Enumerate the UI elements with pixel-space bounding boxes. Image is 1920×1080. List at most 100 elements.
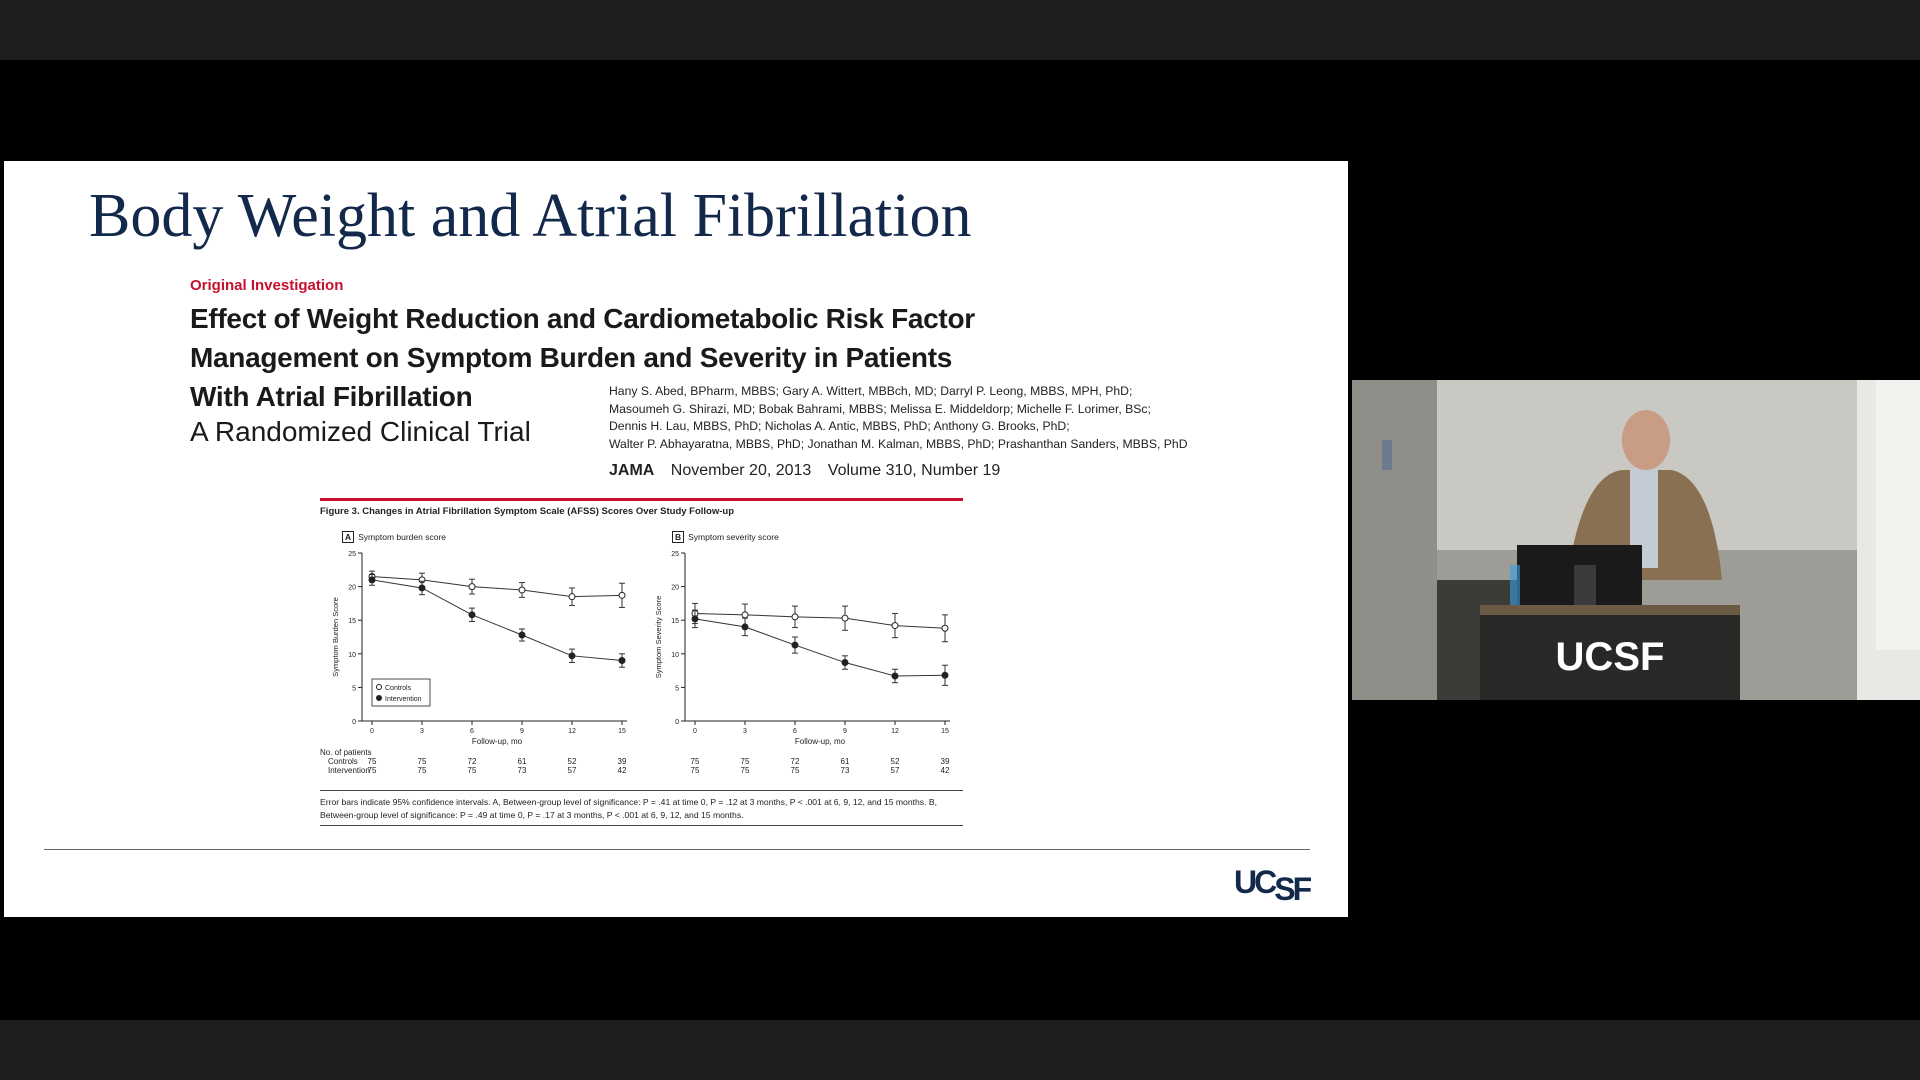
figure-top-rule [320, 498, 963, 501]
series-line-intervention [371, 579, 623, 662]
presentation-slide: Body Weight and Atrial Fibrillation Orig… [4, 161, 1348, 917]
patients-intervention-cell: 42 [940, 766, 950, 775]
panel-a-label: A Symptom burden score [342, 531, 446, 543]
patients-controls-cell: 39 [940, 757, 950, 766]
ucsf-logo-sf: SF [1274, 871, 1312, 907]
data-point-controls [568, 593, 576, 601]
patients-controls-cell: 75 [740, 757, 750, 766]
data-point-controls [791, 613, 799, 621]
y-tick-label: 15 [671, 618, 679, 625]
legend-marker [376, 684, 382, 690]
data-point-intervention [791, 641, 799, 649]
series-line-controls [371, 576, 623, 598]
x-tick-label: 6 [470, 728, 474, 735]
author-list: Hany S. Abed, BPharm, MBBS; Gary A. Witt… [609, 383, 1188, 453]
data-point-intervention [418, 584, 426, 592]
figure: Figure 3. Changes in Atrial Fibrillation… [320, 498, 963, 826]
podium [1480, 610, 1740, 700]
series-line-controls [694, 612, 946, 629]
x-tick-label: 3 [420, 728, 424, 735]
journal-date: November 20, 2013 [670, 462, 812, 479]
patients-controls-cell: 75 [367, 757, 377, 766]
data-point-controls [941, 624, 949, 632]
speaker-video-scene: UCSF [1352, 380, 1920, 700]
figure-bottom-rule [320, 825, 963, 826]
journal-volume: Volume 310, Number 19 [827, 462, 1001, 479]
journal-name: JAMA [609, 462, 655, 479]
journal-citation: JAMA November 20, 2013 Volume 310, Numbe… [609, 462, 1000, 480]
figure-note-line: Error bars indicate 95% confidence inter… [320, 797, 937, 807]
patients-controls-cell: 75 [417, 757, 427, 766]
panel-b-title: Symptom severity score [688, 532, 779, 542]
y-axis-label: Symptom Burden Score [331, 597, 340, 677]
data-point-intervention [741, 623, 749, 631]
data-point-controls [891, 622, 899, 630]
data-point-controls [741, 611, 749, 619]
x-tick-label: 3 [743, 728, 747, 735]
data-point-intervention [468, 611, 476, 619]
paper-title-line: With Atrial Fibrillation [190, 381, 473, 412]
podium-top [1480, 605, 1740, 615]
data-point-intervention [941, 671, 949, 679]
patients-intervention-cell: 57 [567, 766, 577, 775]
data-point-intervention [691, 615, 699, 623]
author-line: Masoumeh G. Shirazi, MD; Bobak Bahrami, … [609, 401, 1151, 416]
y-tick-label: 10 [348, 652, 356, 659]
panel-a-letter: A [342, 531, 355, 543]
x-tick-label: 0 [370, 728, 374, 735]
x-tick-label: 15 [618, 728, 626, 735]
patients-intervention-cell: 75 [467, 766, 477, 775]
paper-title-line: Management on Symptom Burden and Severit… [190, 342, 953, 373]
data-point-controls [618, 591, 626, 599]
patients-intervention-cell: 75 [417, 766, 427, 775]
patients-intervention-cell: 75 [367, 766, 377, 775]
y-tick-label: 25 [348, 551, 356, 558]
figure-caption: Figure 3. Changes in Atrial Fibrillation… [320, 506, 735, 517]
patients-controls-cell: 61 [840, 757, 850, 766]
patients-controls-cell: 75 [690, 757, 700, 766]
patients-intervention-cell: 42 [617, 766, 627, 775]
data-point-controls [841, 614, 849, 622]
data-point-intervention [891, 672, 899, 680]
patients-intervention-label: Intervention [328, 766, 370, 775]
data-point-controls [518, 586, 526, 594]
figure-divider [320, 790, 963, 791]
speaker-head [1622, 410, 1670, 470]
x-tick-label: 6 [793, 728, 797, 735]
y-tick-label: 10 [671, 652, 679, 659]
patients-controls-cell: 39 [617, 757, 627, 766]
x-axis-label: Follow-up, mo [795, 737, 846, 746]
patients-controls-cell: 52 [567, 757, 577, 766]
legend-marker [376, 695, 382, 701]
water-bottle [1510, 565, 1520, 615]
patients-intervention-cell: 75 [690, 766, 700, 775]
x-tick-label: 15 [941, 728, 949, 735]
wall-sign [1382, 440, 1392, 470]
data-point-intervention [618, 657, 626, 665]
author-line: Hany S. Abed, BPharm, MBBS; Gary A. Witt… [609, 384, 1133, 398]
ucsf-logo-uc: UC [1234, 864, 1277, 900]
y-tick-label: 25 [671, 551, 679, 558]
x-tick-label: 9 [843, 728, 847, 735]
slide-title: Body Weight and Atrial Fibrillation [89, 182, 972, 250]
patients-intervention-cell: 75 [740, 766, 750, 775]
patients-intervention-cell: 73 [840, 766, 850, 775]
y-tick-label: 0 [675, 719, 679, 726]
y-tick-label: 5 [352, 685, 356, 692]
podium-logo: UCSF [1556, 635, 1665, 679]
data-point-intervention [841, 659, 849, 667]
patients-header: No. of patients [320, 748, 372, 757]
x-axis-label: Follow-up, mo [472, 737, 523, 746]
projector-screen-edge [1876, 380, 1920, 650]
panel-b-letter: B [672, 531, 685, 543]
panel-a-title: Symptom burden score [358, 532, 447, 542]
patients-controls-cell: 52 [890, 757, 900, 766]
laptop-logo [1574, 565, 1596, 605]
figure-note-line: Between-group level of significance: P =… [320, 810, 744, 820]
left-wall [1352, 380, 1437, 700]
series-line-intervention [694, 618, 946, 677]
legend-label: Controls [385, 685, 412, 692]
patients-controls-cell: 61 [517, 757, 527, 766]
article-section-label: Original Investigation [190, 277, 344, 294]
data-point-intervention [518, 631, 526, 639]
